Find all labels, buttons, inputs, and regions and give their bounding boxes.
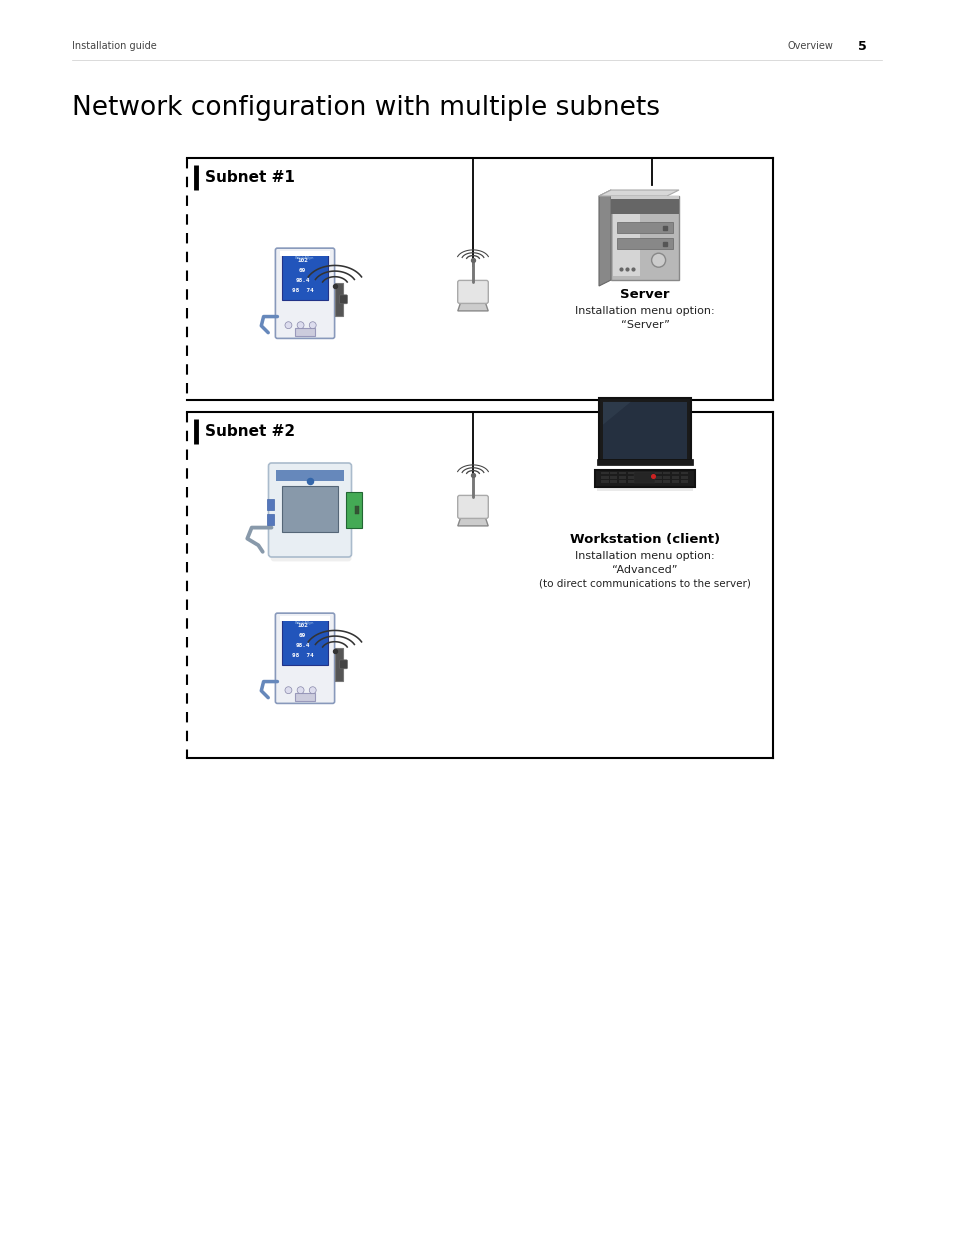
Text: 5: 5: [857, 40, 866, 53]
Bar: [654, 475, 660, 478]
FancyBboxPatch shape: [275, 248, 335, 338]
Bar: [662, 475, 670, 478]
Bar: [275, 471, 344, 482]
Bar: [654, 480, 660, 483]
Bar: [671, 475, 679, 478]
Circle shape: [296, 687, 304, 694]
Bar: [671, 480, 679, 483]
FancyBboxPatch shape: [339, 295, 347, 304]
Text: 98  74: 98 74: [292, 653, 314, 658]
Bar: [282, 485, 337, 531]
Bar: [295, 329, 314, 336]
Text: WelchAllyn: WelchAllyn: [295, 256, 314, 259]
Bar: [654, 472, 660, 474]
Bar: [602, 401, 686, 458]
Text: “Advanced”: “Advanced”: [612, 564, 677, 576]
Text: 98.4: 98.4: [295, 643, 310, 648]
Bar: [600, 472, 608, 474]
Bar: [627, 475, 635, 478]
Circle shape: [651, 253, 665, 267]
Bar: [662, 472, 670, 474]
Bar: [627, 480, 635, 483]
Bar: [618, 480, 626, 483]
Bar: [282, 256, 327, 300]
Bar: [636, 475, 643, 478]
Bar: [594, 471, 695, 487]
Circle shape: [285, 687, 292, 694]
Text: Installation menu option:: Installation menu option:: [575, 551, 714, 561]
Text: Subnet #1: Subnet #1: [205, 169, 294, 184]
Bar: [610, 472, 617, 474]
FancyBboxPatch shape: [457, 495, 488, 519]
Bar: [335, 648, 342, 680]
Bar: [618, 472, 626, 474]
Bar: [645, 472, 652, 474]
Polygon shape: [457, 515, 488, 526]
Bar: [610, 196, 679, 280]
Bar: [610, 196, 679, 199]
Bar: [600, 475, 608, 478]
Bar: [355, 505, 359, 515]
FancyBboxPatch shape: [339, 659, 347, 669]
Text: (to direct communications to the server): (to direct communications to the server): [538, 578, 750, 588]
Polygon shape: [598, 190, 610, 287]
Bar: [598, 398, 691, 463]
Text: Workstation (client): Workstation (client): [569, 534, 720, 547]
Bar: [662, 480, 670, 483]
Text: Installation menu option:: Installation menu option:: [575, 306, 714, 316]
Bar: [617, 222, 672, 233]
Bar: [645, 475, 652, 478]
Bar: [636, 472, 643, 474]
Circle shape: [309, 687, 315, 694]
Text: 102: 102: [297, 258, 308, 263]
Bar: [610, 480, 617, 483]
Circle shape: [296, 322, 304, 329]
Bar: [680, 472, 687, 474]
Circle shape: [309, 322, 315, 329]
FancyBboxPatch shape: [457, 280, 488, 304]
Bar: [600, 480, 608, 483]
Text: Overview: Overview: [787, 41, 833, 51]
Bar: [267, 515, 274, 525]
Bar: [279, 616, 330, 621]
Circle shape: [285, 322, 292, 329]
Bar: [282, 620, 327, 666]
Text: 69: 69: [299, 268, 306, 273]
Text: “Server”: “Server”: [619, 320, 669, 330]
Text: Installation guide: Installation guide: [71, 41, 156, 51]
Polygon shape: [598, 190, 679, 196]
Bar: [617, 238, 672, 249]
Bar: [627, 472, 635, 474]
Text: WelchAllyn: WelchAllyn: [295, 620, 314, 625]
Bar: [613, 198, 639, 275]
Bar: [267, 499, 274, 510]
Polygon shape: [457, 300, 488, 311]
Bar: [610, 196, 679, 214]
Bar: [680, 480, 687, 483]
Bar: [634, 472, 655, 483]
FancyBboxPatch shape: [271, 467, 351, 562]
Text: 98  74: 98 74: [292, 288, 314, 293]
FancyBboxPatch shape: [275, 613, 335, 704]
Bar: [596, 458, 693, 464]
Bar: [346, 493, 361, 527]
Bar: [618, 475, 626, 478]
Polygon shape: [602, 401, 630, 425]
Text: 69: 69: [299, 634, 306, 638]
Bar: [645, 480, 652, 483]
Text: 102: 102: [297, 624, 308, 629]
Bar: [596, 487, 693, 492]
Bar: [680, 475, 687, 478]
FancyBboxPatch shape: [268, 463, 351, 557]
Text: Server: Server: [619, 289, 669, 301]
Bar: [279, 251, 330, 256]
Text: Network configuration with multiple subnets: Network configuration with multiple subn…: [71, 95, 659, 121]
Bar: [610, 475, 617, 478]
Bar: [636, 480, 643, 483]
Bar: [335, 283, 342, 316]
Text: Subnet #2: Subnet #2: [205, 424, 294, 438]
Bar: [295, 693, 314, 701]
Text: 98.4: 98.4: [295, 278, 310, 283]
Bar: [671, 472, 679, 474]
